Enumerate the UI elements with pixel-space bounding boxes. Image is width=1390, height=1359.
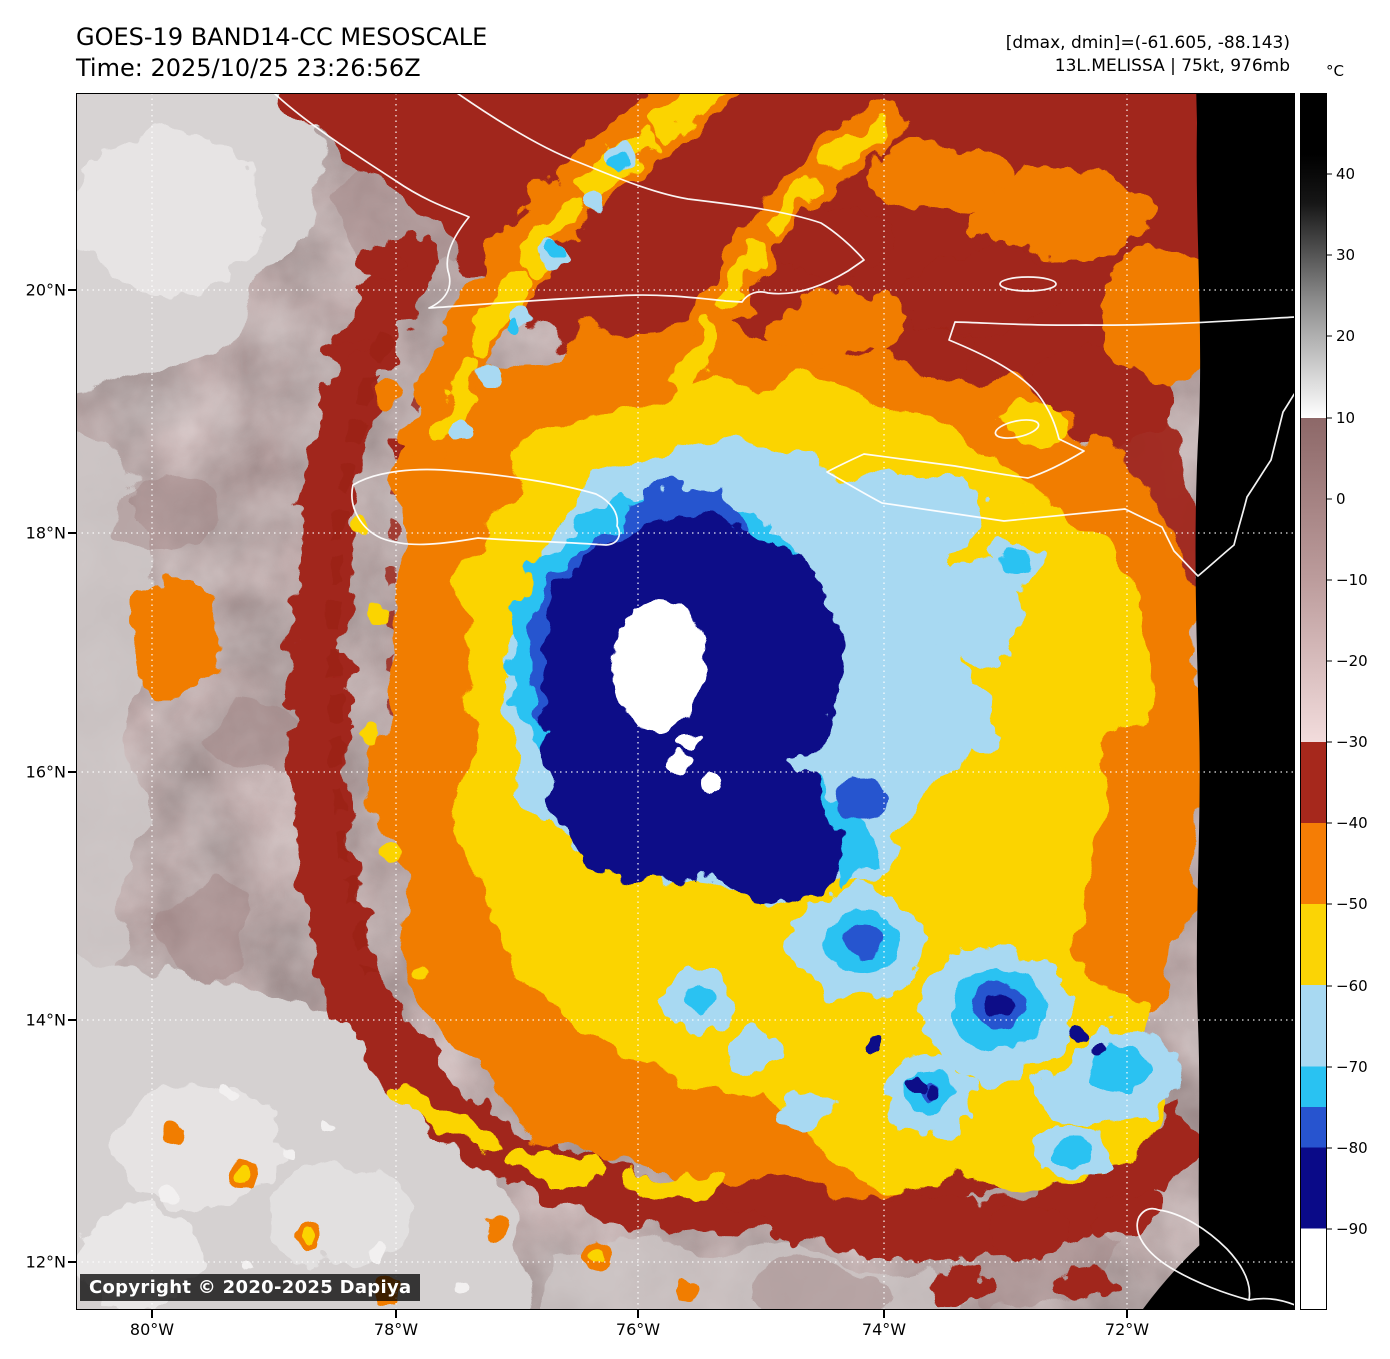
colorbar-tick-m20: −20 <box>1336 652 1368 670</box>
lon-label-74w: 74°W <box>861 1320 907 1339</box>
colorbar-tick-m60: −60 <box>1336 977 1368 995</box>
lon-label-76w: 76°W <box>615 1320 661 1339</box>
storm-info-annotation: 13L.MELISSA | 75kt, 976mb <box>1054 56 1290 76</box>
copyright-badge: Copyright © 2020-2025 Dapiya <box>80 1274 421 1301</box>
lat-label-12n: 12°N <box>25 1252 66 1272</box>
lat-label-18n: 18°N <box>25 523 66 543</box>
colorbar-tick-m90: −90 <box>1336 1220 1368 1238</box>
coastlines <box>273 93 1295 1306</box>
lon-tick <box>151 1310 153 1318</box>
lon-label-78w: 78°W <box>373 1320 419 1339</box>
figure-time: Time: 2025/10/25 23:26:56Z <box>76 54 421 82</box>
lon-label-80w: 80°W <box>129 1320 175 1339</box>
lat-label-16n: 16°N <box>25 762 66 782</box>
lat-tick <box>68 1019 76 1021</box>
lat-label-14n: 14°N <box>25 1010 66 1030</box>
colorbar-tick-labels: 40 30 20 10 0 −10 −20 −30 −40 −50 −60 −7… <box>1336 165 1368 1238</box>
colorbar: 40 30 20 10 0 −10 −20 −30 −40 −50 −60 −7… <box>1300 93 1368 1310</box>
lat-tick <box>68 771 76 773</box>
navy-core <box>540 519 1105 1102</box>
annotations: [dmax, dmin]=(-61.605, -88.143) 13L.MELI… <box>1006 32 1290 78</box>
cuba-coastline <box>273 93 865 309</box>
colorbar-tick-m40: −40 <box>1336 814 1368 832</box>
scan-edge-no-data <box>1142 93 1295 1310</box>
colorbar-unit-label: °C <box>1326 62 1344 80</box>
lon-tick <box>883 1310 885 1318</box>
colorbar-tick-10: 10 <box>1336 409 1355 427</box>
hispaniola-coastline <box>826 316 1295 577</box>
lon-tick <box>637 1310 639 1318</box>
colorbar-tick-20: 20 <box>1336 327 1355 345</box>
lon-tick <box>395 1310 397 1318</box>
colorbar-tick-m70: −70 <box>1336 1058 1368 1076</box>
tortuga-island-coastline <box>999 276 1057 292</box>
colorbar-tick-30: 30 <box>1336 246 1355 264</box>
lat-label-20n: 20°N <box>25 280 66 300</box>
colorbar-tick-m80: −80 <box>1336 1139 1368 1157</box>
colorbar-tick-0: 0 <box>1336 490 1346 508</box>
colorbar-tick-m30: −30 <box>1336 733 1368 751</box>
lat-tick <box>68 289 76 291</box>
lat-tick <box>68 1261 76 1263</box>
colorbar-ticks <box>1327 173 1332 1230</box>
colorbar-tick-m10: −10 <box>1336 571 1368 589</box>
coldest-white-tops <box>613 602 721 792</box>
colorbar-tick-40: 40 <box>1336 165 1355 183</box>
colorbar-tick-m50: −50 <box>1336 895 1368 913</box>
gonave-island-coastline <box>994 419 1040 439</box>
colorbar-gradient <box>1300 93 1327 1310</box>
figure-title: GOES-19 BAND14-CC MESOSCALE <box>76 23 488 51</box>
map-border <box>76 93 1295 1310</box>
dmax-dmin-annotation: [dmax, dmin]=(-61.605, -88.143) <box>1005 33 1290 53</box>
lon-tick <box>1126 1310 1128 1318</box>
lon-label-72w: 72°W <box>1104 1320 1150 1339</box>
lat-tick <box>68 532 76 534</box>
guajira-coastline <box>1136 1207 1295 1306</box>
satellite-map <box>76 93 1295 1310</box>
jamaica-coastline <box>351 468 621 546</box>
